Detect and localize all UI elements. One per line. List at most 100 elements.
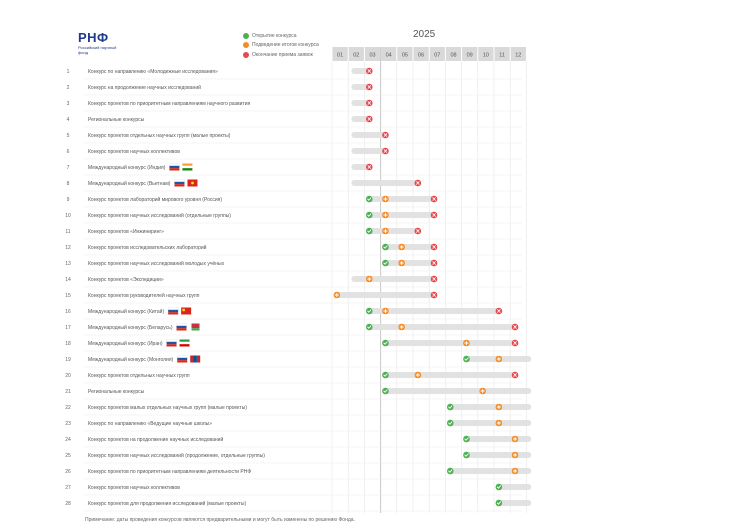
row-number: 4 bbox=[67, 117, 70, 123]
close-marker bbox=[365, 99, 373, 107]
result-marker bbox=[511, 467, 519, 475]
close-marker bbox=[511, 339, 519, 347]
flag-ru-icon bbox=[169, 163, 180, 171]
row-label: Конкурс проектов исследовательских лабор… bbox=[88, 244, 207, 251]
row-number: 28 bbox=[65, 501, 71, 507]
flag-ir-icon bbox=[179, 339, 190, 347]
month-header-cell bbox=[413, 47, 429, 61]
timeline-bar bbox=[450, 468, 532, 474]
row-label: Конкурс проектов «Инжиниринг» bbox=[88, 229, 164, 235]
close-marker bbox=[382, 131, 389, 139]
row-number: 13 bbox=[65, 261, 71, 267]
row-label: Международный конкурс (Беларусь) bbox=[88, 324, 173, 331]
open-marker bbox=[446, 419, 454, 427]
open-marker bbox=[382, 259, 389, 267]
row-number: 23 bbox=[65, 421, 71, 427]
open-marker bbox=[463, 451, 470, 459]
flag-ru-icon bbox=[168, 307, 179, 315]
row-number: 1 bbox=[67, 69, 70, 75]
year-title: 2025 bbox=[413, 29, 436, 40]
timeline-bar bbox=[385, 388, 532, 394]
close-marker bbox=[511, 371, 519, 379]
legend-item: Подведение итогов конкурса bbox=[243, 41, 319, 51]
row-number: 6 bbox=[67, 149, 70, 155]
result-marker bbox=[382, 227, 389, 235]
close-marker bbox=[495, 307, 503, 315]
month-tick-label: 06 bbox=[418, 53, 424, 59]
row-number: 21 bbox=[65, 389, 71, 395]
timeline-bar bbox=[369, 228, 418, 234]
month-header-cell bbox=[381, 47, 397, 61]
open-marker bbox=[446, 403, 454, 411]
flag-ru-icon bbox=[176, 323, 187, 331]
flag-in-icon bbox=[182, 163, 193, 171]
row-label: Конкурс проектов научных исследований мо… bbox=[88, 260, 225, 267]
logo-subtitle: Российский научный фонд bbox=[78, 45, 117, 55]
row-number: 26 bbox=[65, 469, 71, 475]
row-label: Конкурс проектов отдельных научных групп bbox=[88, 373, 190, 379]
open-marker bbox=[365, 211, 373, 219]
result-marker bbox=[414, 371, 422, 379]
logo: РНФ Российский научный фонд bbox=[78, 30, 118, 55]
month-tick-label: 12 bbox=[515, 53, 521, 59]
flag-ru-icon bbox=[177, 355, 188, 363]
result-marker bbox=[495, 419, 503, 427]
month-header-cell bbox=[397, 47, 413, 61]
row-label: Конкурс на продолжение научных исследова… bbox=[88, 84, 201, 91]
row-number: 5 bbox=[67, 133, 70, 139]
row-label: Международный конкурс (Индия) bbox=[88, 164, 166, 171]
month-tick-label: 09 bbox=[467, 53, 473, 59]
timeline-bar bbox=[450, 420, 532, 426]
legend-label: Открытие конкурса bbox=[252, 32, 297, 39]
legend-item: Окончание приема заявок bbox=[243, 50, 319, 60]
row-label: Конкурс проектов научных исследований (о… bbox=[88, 212, 231, 219]
row-number: 14 bbox=[65, 277, 71, 283]
row-label: Конкурс проектов малых отдельных научных… bbox=[88, 405, 247, 411]
row-label: Конкурс проектов лабораторий мирового ур… bbox=[88, 196, 222, 203]
month-tick-label: 03 bbox=[369, 53, 375, 59]
timeline-bar bbox=[351, 180, 418, 186]
timeline-bar bbox=[369, 196, 435, 202]
close-marker bbox=[365, 163, 373, 171]
timeline-bar bbox=[369, 212, 435, 218]
timeline-bar bbox=[351, 68, 370, 74]
open-marker bbox=[495, 483, 503, 491]
row-label: Международный конкурс (Вьетнам) bbox=[88, 180, 171, 187]
logo-mark: РНФ bbox=[78, 30, 109, 45]
timeline-bar bbox=[385, 260, 435, 266]
plus-icon bbox=[243, 42, 249, 49]
row-label: Конкурс проектов научных исследований (п… bbox=[88, 452, 265, 459]
row-number: 24 bbox=[65, 437, 71, 443]
result-marker bbox=[333, 291, 341, 299]
x-icon bbox=[243, 51, 249, 58]
result-marker bbox=[365, 275, 373, 283]
open-marker bbox=[382, 243, 389, 251]
close-marker bbox=[365, 67, 373, 75]
close-marker bbox=[365, 83, 373, 91]
close-marker bbox=[430, 291, 438, 299]
open-marker bbox=[365, 227, 373, 235]
open-marker bbox=[365, 323, 373, 331]
result-marker bbox=[382, 211, 389, 219]
row-label: Конкурс проектов отдельных научных групп… bbox=[88, 133, 231, 139]
timeline-bar bbox=[498, 484, 532, 490]
flag-by-icon bbox=[189, 323, 200, 331]
timeline-bar bbox=[351, 132, 386, 138]
month-header-cell bbox=[462, 47, 478, 61]
close-marker bbox=[430, 275, 438, 283]
open-marker bbox=[463, 355, 470, 363]
result-marker bbox=[398, 259, 405, 267]
row-label: Конкурс по направлению «Молодежные иссле… bbox=[88, 69, 218, 75]
result-marker bbox=[398, 323, 405, 331]
month-header-cell bbox=[429, 47, 445, 61]
result-marker bbox=[511, 451, 519, 459]
timeline-bar bbox=[385, 340, 516, 346]
footnote: Примечание: даты проведения конкурсов яв… bbox=[85, 517, 355, 523]
row-label: Конкурс проектов «Экспедиции» bbox=[88, 277, 164, 283]
flag-ru-icon bbox=[174, 179, 185, 187]
result-marker bbox=[398, 243, 405, 251]
row-number: 27 bbox=[65, 485, 71, 491]
legend-item: Открытие конкурса bbox=[243, 31, 319, 41]
timeline-bar bbox=[385, 372, 516, 378]
month-tick-label: 08 bbox=[450, 53, 456, 59]
